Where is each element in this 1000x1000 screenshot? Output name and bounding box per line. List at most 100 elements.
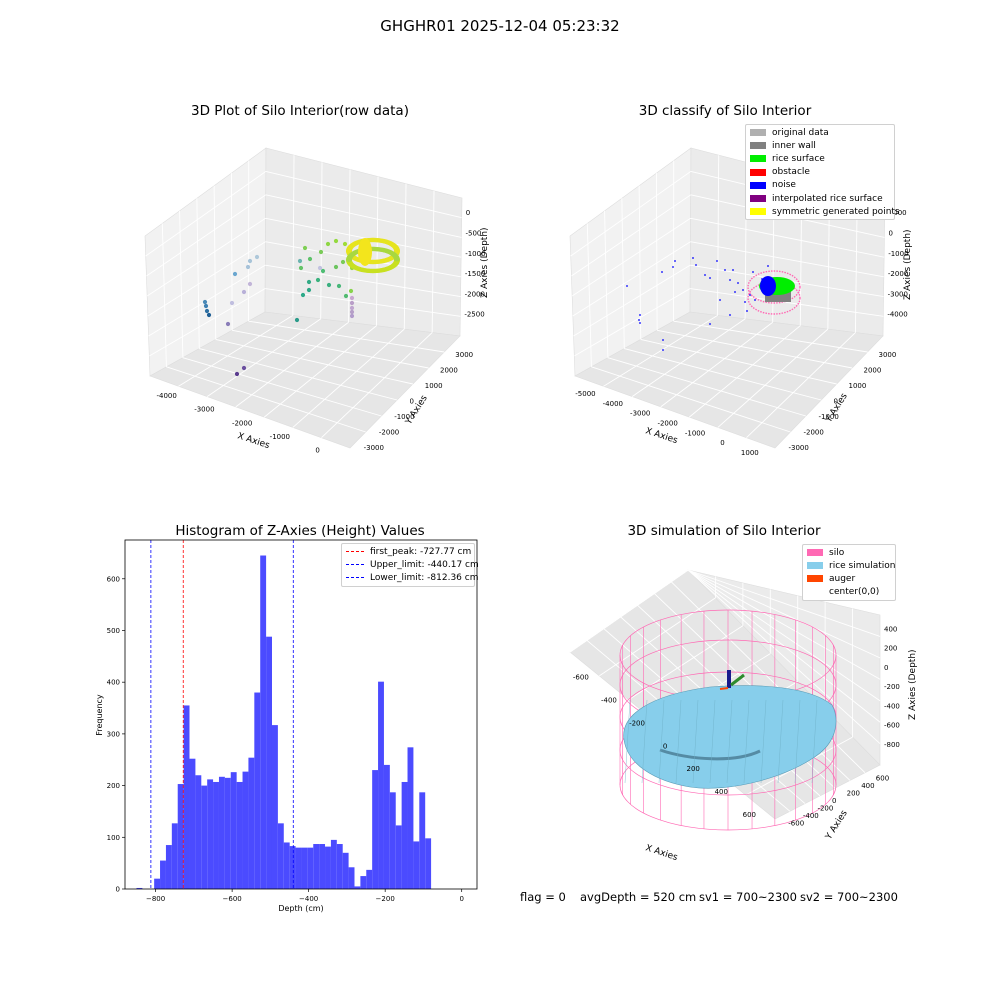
histogram-bar xyxy=(236,781,243,889)
floor-pane xyxy=(574,311,884,449)
grid-line xyxy=(599,597,716,677)
histogram-bar xyxy=(165,845,172,889)
grid-line xyxy=(213,185,217,340)
grid-line xyxy=(248,320,445,353)
legend-swatch xyxy=(750,155,766,163)
grid-line xyxy=(591,366,791,433)
histogram-bar xyxy=(378,681,384,889)
x-tick-label: -5000 xyxy=(575,390,595,398)
grid-line xyxy=(215,338,413,385)
data-point xyxy=(234,371,240,377)
panel4-zlabel: Z Axies (Depth) xyxy=(908,649,918,720)
data-point xyxy=(326,282,332,288)
y-tick-label: 200 xyxy=(107,782,120,790)
legend-label: noise xyxy=(772,180,796,191)
data-point xyxy=(206,312,212,318)
data-point xyxy=(318,249,324,255)
panel2-legend: original data inner wall rice surface obsta… xyxy=(745,124,900,221)
legend-entry: symmetric generated points xyxy=(746,205,900,218)
z-tick-label: -1000 xyxy=(888,250,908,258)
histogram-bar xyxy=(325,846,331,889)
legend-swatch xyxy=(750,181,766,189)
panel4-xlabel: X Axies xyxy=(644,843,679,863)
panel2-3d-axes: -5000 -4000 -3000 -2000 -1000 0 1000 -3000 -2000… xyxy=(569,147,913,457)
histogram-bar xyxy=(260,555,267,889)
histogram-bar xyxy=(213,781,219,889)
grid-line xyxy=(687,569,881,702)
grid-line xyxy=(571,217,691,297)
legend-swatch xyxy=(807,562,823,570)
auger-head xyxy=(719,687,729,690)
grid-line xyxy=(265,288,461,317)
z-tick-label: -2000 xyxy=(465,290,485,298)
rice-shadow xyxy=(659,748,761,761)
legend-label: interpolated rice surface xyxy=(772,193,883,204)
grid-line xyxy=(717,328,829,428)
histogram-bar xyxy=(336,844,343,889)
histogram-ylabel: Frequency xyxy=(95,694,104,736)
histogram-xlabel: Depth (cm) xyxy=(278,904,323,913)
grid-line xyxy=(690,217,885,258)
grid-line xyxy=(206,318,321,397)
legend-label: silo xyxy=(829,547,845,558)
noise-point xyxy=(734,291,736,293)
panel1-points xyxy=(202,237,400,377)
data-point xyxy=(297,258,303,264)
legend-entry: noise xyxy=(746,179,894,192)
legend-swatch xyxy=(807,589,823,596)
y-tick-label: -200 xyxy=(817,804,833,812)
status-flag: flag = 0 xyxy=(520,890,566,904)
x-tick-label: 0 xyxy=(459,895,463,903)
floor-pane xyxy=(149,311,461,449)
noise-point xyxy=(704,274,706,276)
rice-mesh-line xyxy=(675,699,682,784)
z-tick-label: -1000 xyxy=(465,250,485,258)
auger-shaft xyxy=(727,670,731,688)
rice-mesh-line xyxy=(658,699,665,784)
x-tick-label: 0 xyxy=(315,446,319,454)
y-tick-label: -400 xyxy=(803,812,819,820)
data-point xyxy=(225,321,231,327)
noise-point xyxy=(662,349,664,351)
y-tick-label: 1000 xyxy=(849,382,867,390)
grid-line xyxy=(631,318,746,397)
histogram-bar xyxy=(254,692,261,889)
x-tick-label: −200 xyxy=(376,895,395,903)
legend-entry: rice surface xyxy=(746,152,894,165)
noise-point xyxy=(752,271,754,273)
y-tick-label: 0 xyxy=(116,886,120,894)
z-tick-label: 0 xyxy=(889,230,893,238)
grid-line xyxy=(660,321,773,408)
histogram-bar xyxy=(177,784,184,889)
noise-point xyxy=(638,319,640,321)
x-tick-label: -2000 xyxy=(657,420,677,428)
noise-point xyxy=(719,299,721,301)
x-tick-label: -3000 xyxy=(630,410,650,418)
histogram-bar xyxy=(366,869,373,889)
rice-mesh-line xyxy=(811,699,818,784)
grid-line xyxy=(687,569,881,680)
rice-mesh-line xyxy=(760,699,767,784)
grid-line xyxy=(604,210,609,358)
legend-swatch xyxy=(750,195,766,203)
status-sv2: sv2 = 700~2300 xyxy=(800,890,898,904)
legend-swatch xyxy=(750,168,766,176)
status-sv1: sv1 = 700~2300 xyxy=(699,890,797,904)
histogram-bar xyxy=(295,847,302,889)
histogram-bar xyxy=(395,825,402,889)
grid-line xyxy=(320,162,323,319)
y-tick-label: 1000 xyxy=(425,382,443,390)
x-tick-label: 400 xyxy=(715,788,728,796)
status-avg-depth: avgDepth = 520 cm xyxy=(580,890,697,904)
ring-point xyxy=(393,248,400,253)
data-point xyxy=(300,292,306,298)
y-tick-label: -3000 xyxy=(364,444,384,452)
legend-label: Lower_limit: -812.36 cm xyxy=(370,572,479,583)
grid-line xyxy=(145,171,267,257)
rice-mesh-line xyxy=(709,699,716,784)
x-tick-label: −800 xyxy=(146,895,165,903)
histogram-bar xyxy=(271,725,278,889)
data-point xyxy=(202,299,208,305)
z-tick-label: -3000 xyxy=(888,290,908,298)
legend-swatch xyxy=(346,551,364,553)
